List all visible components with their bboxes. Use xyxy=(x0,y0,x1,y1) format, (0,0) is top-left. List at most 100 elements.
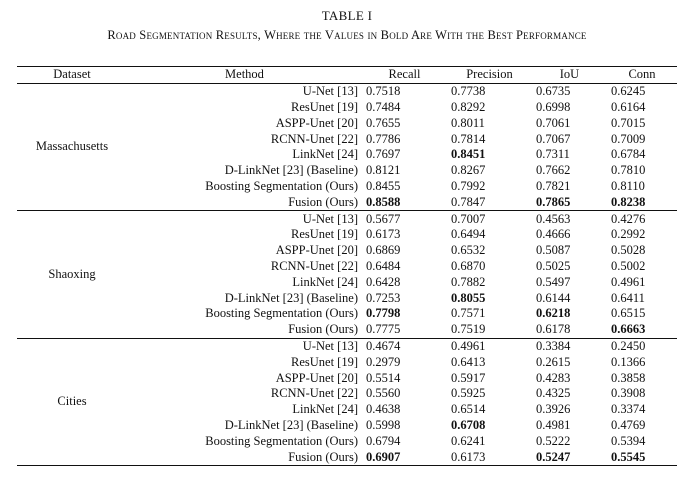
cell-recall: 0.7798 xyxy=(366,306,401,321)
cell-precision: 0.7992 xyxy=(451,178,486,193)
cell-conn: 0.6411 xyxy=(611,290,645,305)
cell-conn: 0.4769 xyxy=(611,417,646,432)
cell-iou: 0.4666 xyxy=(536,227,571,242)
header-precision: Precision xyxy=(466,67,513,82)
table-row: RCNN-Unet [22] 0.6484 0.6870 0.5025 0.5002 xyxy=(17,259,677,275)
cell-conn: 0.6245 xyxy=(611,84,646,99)
cell-method: U-Net [13] xyxy=(302,84,358,99)
cell-method: ASPP-Unet [20] xyxy=(275,243,358,258)
cell-conn: 0.7810 xyxy=(611,163,646,178)
cell-method: D-LinkNet [23] (Baseline) xyxy=(224,163,358,178)
cell-precision: 0.6514 xyxy=(451,402,486,417)
table-row: RCNN-Unet [22] 0.5560 0.5925 0.4325 0.3908 xyxy=(17,386,677,402)
cell-precision: 0.6241 xyxy=(451,433,486,448)
results-table: Dataset Method Recall Precision IoU Conn… xyxy=(17,66,677,466)
cell-recall: 0.6173 xyxy=(366,227,401,242)
dataset-label: Massachusetts xyxy=(35,139,109,154)
cell-precision: 0.6708 xyxy=(451,417,486,432)
table-row: LinkNet [24] 0.4638 0.6514 0.3926 0.3374 xyxy=(17,402,677,418)
table-caption: Road Segmentation Results, Where the Val… xyxy=(107,28,587,42)
cell-precision: 0.8011 xyxy=(451,115,485,130)
cell-conn: 0.6784 xyxy=(611,147,646,162)
cell-iou: 0.5025 xyxy=(536,258,571,273)
cell-conn: 0.1366 xyxy=(611,354,646,369)
cell-precision: 0.7519 xyxy=(451,322,486,337)
cell-iou: 0.7821 xyxy=(536,178,571,193)
cell-recall: 0.7775 xyxy=(366,322,401,337)
cell-method: ASPP-Unet [20] xyxy=(275,370,358,385)
table-row: Fusion (Ours) 0.7775 0.7519 0.6178 0.6663 xyxy=(17,322,677,338)
cell-precision: 0.6494 xyxy=(451,227,486,242)
cell-conn: 0.5394 xyxy=(611,433,646,448)
cell-recall: 0.6794 xyxy=(366,433,401,448)
cell-method: Boosting Segmentation (Ours) xyxy=(205,178,358,193)
cell-conn: 0.7015 xyxy=(611,115,646,130)
cell-recall: 0.4638 xyxy=(366,402,401,417)
table-row: Boosting Segmentation (Ours) 0.8455 0.7992… xyxy=(17,179,677,195)
cell-iou: 0.7061 xyxy=(536,115,571,130)
cell-method: Boosting Segmentation (Ours) xyxy=(205,433,358,448)
table-row: Fusion (Ours) 0.6907 0.6173 0.5247 0.5545 xyxy=(17,449,677,466)
cell-iou: 0.5497 xyxy=(536,274,571,289)
cell-precision: 0.6870 xyxy=(451,258,486,273)
cell-conn: 0.5002 xyxy=(611,258,646,273)
table-row: ResUnet [19] 0.2979 0.6413 0.2615 0.1366 xyxy=(17,354,677,370)
cell-conn: 0.8110 xyxy=(611,178,645,193)
cell-iou: 0.7662 xyxy=(536,163,571,178)
cell-conn: 0.7009 xyxy=(611,131,646,146)
cell-iou: 0.4283 xyxy=(536,370,571,385)
cell-method: ASPP-Unet [20] xyxy=(275,115,358,130)
cell-conn: 0.5028 xyxy=(611,243,646,258)
cell-method: D-LinkNet [23] (Baseline) xyxy=(224,417,358,432)
cell-method: D-LinkNet [23] (Baseline) xyxy=(224,290,358,305)
cell-method: ResUnet [19] xyxy=(291,354,358,369)
cell-precision: 0.7007 xyxy=(451,211,486,226)
cell-method: LinkNet [24] xyxy=(292,147,358,162)
cell-iou: 0.6735 xyxy=(536,84,571,99)
table-row: Massachusetts U-Net [13] 0.7518 0.7738 0.673… xyxy=(17,83,677,153)
cell-method: Fusion (Ours) xyxy=(288,449,358,464)
cell-conn: 0.5545 xyxy=(611,449,646,464)
cell-precision: 0.8055 xyxy=(451,290,486,305)
cell-precision: 0.7738 xyxy=(451,84,486,99)
table-row: ASPP-Unet [20] 0.7655 0.8011 0.7061 0.7015 xyxy=(17,115,677,131)
cell-precision: 0.7814 xyxy=(451,131,486,146)
table-label: TABLE I xyxy=(321,8,373,23)
cell-precision: 0.4961 xyxy=(451,338,486,353)
cell-conn: 0.6515 xyxy=(611,306,646,321)
cell-recall: 0.8121 xyxy=(366,163,401,178)
cell-precision: 0.7882 xyxy=(451,274,486,289)
cell-precision: 0.8267 xyxy=(451,163,486,178)
cell-iou: 0.5222 xyxy=(536,433,571,448)
cell-recall: 0.7484 xyxy=(366,99,401,114)
header-iou: IoU xyxy=(559,67,580,82)
cell-iou: 0.5247 xyxy=(536,449,571,464)
cell-recall: 0.7786 xyxy=(366,131,401,146)
cell-iou: 0.6144 xyxy=(536,290,571,305)
table-row: ASPP-Unet [20] 0.5514 0.5917 0.4283 0.3858 xyxy=(17,370,677,386)
dataset-label: Shaoxing xyxy=(48,266,96,281)
cell-conn: 0.6663 xyxy=(611,322,646,337)
cell-conn: 0.6164 xyxy=(611,99,646,114)
cell-iou: 0.4981 xyxy=(536,417,571,432)
cell-recall: 0.7697 xyxy=(366,147,401,162)
table-row: LinkNet [24] 0.6428 0.7882 0.5497 0.4961 xyxy=(17,274,677,290)
table-row: Boosting Segmentation (Ours) 0.7798 0.7571… xyxy=(17,306,677,322)
cell-iou: 0.4325 xyxy=(536,386,571,401)
cell-method: Boosting Segmentation (Ours) xyxy=(205,306,358,321)
header-recall: Recall xyxy=(388,67,421,82)
cell-method: Fusion (Ours) xyxy=(288,322,358,337)
cell-iou: 0.7311 xyxy=(536,147,570,162)
cell-recall: 0.5998 xyxy=(366,417,401,432)
cell-method: LinkNet [24] xyxy=(292,402,358,417)
cell-method: RCNN-Unet [22] xyxy=(270,131,358,146)
table-row: ResUnet [19] 0.7484 0.8292 0.6998 0.6164 xyxy=(17,100,677,116)
cell-recall: 0.7253 xyxy=(366,290,401,305)
cell-conn: 0.4276 xyxy=(611,211,646,226)
cell-recall: 0.6428 xyxy=(366,274,401,289)
cell-recall: 0.4674 xyxy=(366,338,401,353)
table-row: Cities U-Net [13] 0.4674 0.4961 0.3384 0.2450 xyxy=(17,338,677,408)
cell-recall: 0.5514 xyxy=(366,370,401,385)
cell-method: RCNN-Unet [22] xyxy=(270,386,358,401)
cell-conn: 0.4961 xyxy=(611,274,646,289)
